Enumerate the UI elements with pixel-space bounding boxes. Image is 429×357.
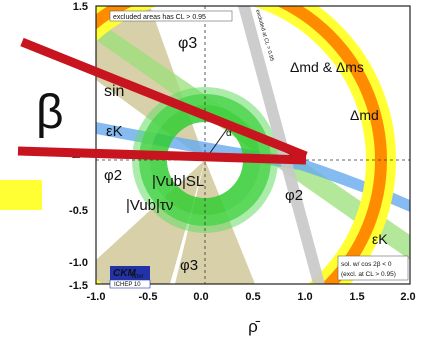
dmd-dms-label: Δmd & Δms — [290, 59, 364, 75]
logo-sub: fitter — [132, 274, 145, 280]
phi2-label-left: φ2 — [104, 167, 122, 184]
plot-frame — [95, 5, 411, 285]
beta-label: β — [36, 86, 64, 139]
exclusion-note: (excl. at CL > 0.95) — [341, 271, 396, 278]
x-tick-label: 2.0 — [400, 291, 415, 303]
alpha-label: α — [226, 128, 232, 139]
epsk-label-right: εK — [372, 231, 388, 247]
top-note: excluded areas has CL > 0.95 — [113, 14, 206, 21]
sin2b-label-partial: sin — [104, 83, 124, 100]
epsk-label-left: εK — [106, 123, 123, 140]
yellow-highlight-box — [0, 180, 42, 210]
dmd-label: Δmd — [350, 107, 379, 123]
y-tick-label: -1.5 — [69, 280, 88, 292]
x-tick-label: 0.5 — [245, 291, 260, 303]
x-tick-label: -1.0 — [87, 291, 106, 303]
phi3-top-label: φ3 — [178, 35, 197, 52]
vub-tn-label: |Vub|τν — [126, 197, 173, 214]
y-tick-label: -1.0 — [69, 257, 88, 269]
top-note-box — [109, 10, 233, 22]
solution-note-box — [337, 255, 409, 281]
x-tick-label: 1.5 — [349, 291, 364, 303]
x-tick-label: 0.0 — [193, 291, 208, 303]
x-axis-title: ρ̄ — [248, 317, 261, 336]
solution-note: sol. w/ cos 2β < 0 — [341, 261, 392, 268]
phi3-bottom-label: φ3 — [180, 257, 198, 274]
ckmfitter-logo: CKM fitter ICHEP 10 — [109, 266, 151, 289]
y-tick-label: -0.5 — [69, 205, 88, 217]
logo-name: CKM — [113, 268, 136, 279]
epsk-band — [96, 122, 410, 212]
beta-lower-line — [17, 146, 307, 165]
logo-conf: ICHEP 10 — [114, 282, 141, 288]
phi2-label-right: φ2 — [285, 187, 303, 204]
y-tick-label: 1.5 — [73, 1, 88, 13]
x-tick-label: -0.5 — [139, 291, 158, 303]
vub-sl-label: |Vub|SL — [152, 173, 204, 190]
x-tick-label: 1.0 — [297, 291, 312, 303]
beta-upper-line — [20, 37, 308, 161]
